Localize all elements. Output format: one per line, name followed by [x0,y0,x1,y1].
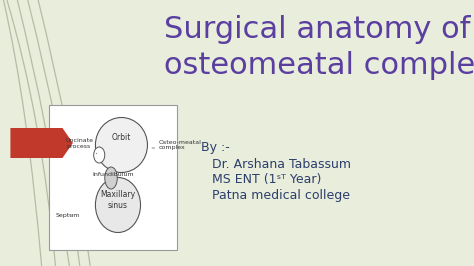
Text: Infundibulum: Infundibulum [92,172,134,177]
Text: Surgical anatomy of: Surgical anatomy of [164,15,471,44]
Text: Osteo-meatal
complex: Osteo-meatal complex [158,140,201,150]
Ellipse shape [95,177,140,232]
Circle shape [94,147,105,163]
Polygon shape [10,128,73,158]
Text: MS ENT (1ˢᵀ Year): MS ENT (1ˢᵀ Year) [212,173,321,186]
Text: Dr. Arshana Tabassum: Dr. Arshana Tabassum [212,159,351,172]
Ellipse shape [105,167,117,189]
Text: Maxillary
sinus: Maxillary sinus [100,190,136,210]
Text: osteomeatal complex: osteomeatal complex [164,51,474,80]
Text: Uncinate
process: Uncinate process [66,138,97,153]
Text: Septum: Septum [55,213,80,218]
Ellipse shape [95,118,147,172]
FancyBboxPatch shape [48,105,177,250]
Text: By :-: By :- [201,142,230,155]
Text: Patna medical college: Patna medical college [212,189,350,202]
Text: Orbit: Orbit [112,134,131,143]
